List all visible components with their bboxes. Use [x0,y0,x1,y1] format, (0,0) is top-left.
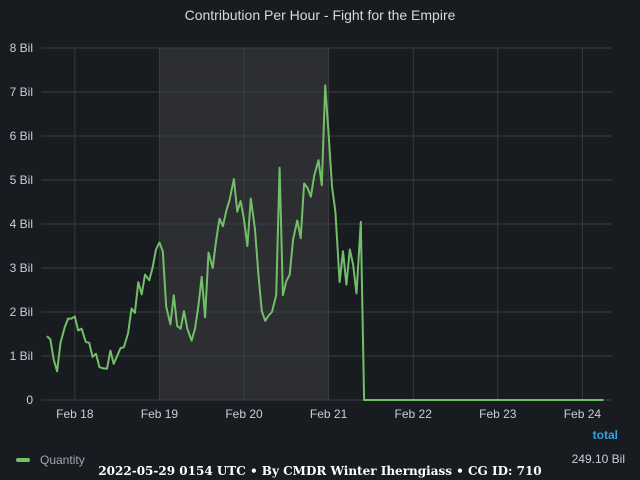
legend-series-total: 249.10 Bil [571,452,625,466]
panel-title: Contribution Per Hour - Fight for the Em… [184,7,456,23]
grid-x [74,48,583,400]
y-tick-label: 3 Bil [10,261,33,275]
y-tick-label: 0 [26,393,33,407]
y-tick-label: 6 Bil [10,129,33,143]
series-line-quantity [46,84,604,401]
grid-y [41,47,612,401]
legend-swatch [16,458,30,462]
x-tick-label: Feb 22 [395,407,433,421]
y-tick-label: 2 Bil [10,305,33,319]
y-tick-labels: 0 1 Bil 2 Bil 3 Bil 4 Bil 5 Bil 6 Bil 7 Bil 8 Bi… [10,41,34,407]
x-tick-label: Feb 23 [479,407,517,421]
legend[interactable]: Quantity [16,451,85,469]
y-tick-label: 5 Bil [10,173,33,187]
x-tick-label: Feb 24 [564,407,602,421]
y-tick-label: 1 Bil [10,349,33,363]
legend-column-header-total[interactable]: total [592,428,618,442]
y-tick-label: 4 Bil [10,217,33,231]
x-tick-label: Feb 18 [56,407,94,421]
x-tick-label: Feb 20 [225,407,263,421]
x-tick-labels: Feb 18 Feb 19 Feb 20 Feb 21 Feb 22 Feb 23 Feb … [56,407,601,421]
y-tick-label: 8 Bil [10,41,33,55]
footer-caption: 2022-05-29 0154 UTC • By CMDR Winter Ihe… [98,464,542,478]
x-tick-label: Feb 21 [310,407,348,421]
legend-series-name[interactable]: Quantity [40,453,85,467]
y-tick-label: 7 Bil [10,85,33,99]
x-tick-label: Feb 19 [141,407,179,421]
